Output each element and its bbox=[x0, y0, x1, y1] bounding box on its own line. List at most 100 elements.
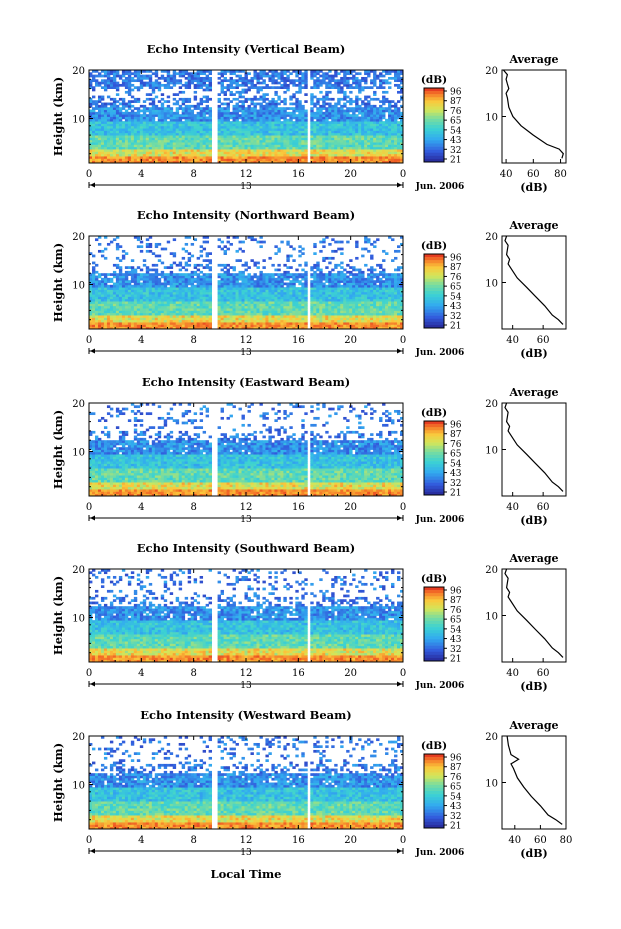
colorbar-tick-label: 32 bbox=[450, 812, 461, 822]
x-tick-label: 4 bbox=[138, 668, 144, 679]
profile-x-tick-label: 80 bbox=[560, 835, 573, 846]
day-label: 13 bbox=[240, 681, 252, 691]
x-tick-label: 0 bbox=[400, 668, 406, 679]
colorbar-frame bbox=[423, 420, 445, 496]
x-tick-label: 4 bbox=[138, 502, 144, 513]
profile-x-tick-label: 40 bbox=[508, 835, 521, 846]
profile-x-tick-label: 40 bbox=[506, 668, 519, 679]
colorbar-tick-label: 76 bbox=[450, 440, 462, 450]
x-tick-label: 0 bbox=[400, 502, 406, 513]
day-bar-arrow bbox=[90, 348, 95, 354]
y-tick-label: 10 bbox=[72, 115, 85, 126]
profile-title: Average bbox=[508, 719, 558, 732]
profile-y-tick-label: 10 bbox=[485, 446, 498, 457]
profile-x-tick-label: 60 bbox=[537, 502, 550, 513]
date-label: Jun. 2006 bbox=[415, 182, 465, 192]
y-tick-label: 20 bbox=[72, 66, 85, 77]
day-bar-arrow bbox=[90, 681, 95, 687]
colorbar-tick-label: 43 bbox=[450, 802, 462, 812]
profile-title: Average bbox=[508, 386, 558, 399]
date-label: Jun. 2006 bbox=[415, 848, 465, 858]
day-label: 13 bbox=[240, 515, 252, 525]
colorbar-tick-label: 87 bbox=[450, 596, 462, 606]
colorbar-tick-label: 76 bbox=[450, 606, 462, 616]
colorbar-tick-label: 43 bbox=[450, 469, 462, 479]
colorbar-frame bbox=[423, 753, 445, 829]
x-tick-label: 4 bbox=[138, 335, 144, 346]
day-label: 13 bbox=[240, 182, 252, 192]
x-tick-label: 8 bbox=[190, 169, 196, 180]
x-tick-label: 0 bbox=[86, 169, 92, 180]
x-tick-label: 0 bbox=[400, 835, 406, 846]
heatmap-cells bbox=[89, 736, 404, 830]
colorbar-unit: (dB) bbox=[421, 240, 447, 252]
colorbar-tick-label: 21 bbox=[450, 489, 461, 499]
colorbar-tick-label: 32 bbox=[450, 312, 461, 322]
day-bar-arrow bbox=[397, 681, 402, 687]
x-tick-label: 0 bbox=[86, 335, 92, 346]
profile-x-label: (dB) bbox=[520, 847, 547, 860]
y-axis-label: Height (km) bbox=[51, 576, 65, 655]
y-tick-label: 20 bbox=[72, 565, 85, 576]
x-axis-label: Local Time bbox=[211, 867, 282, 881]
date-label: Jun. 2006 bbox=[415, 348, 465, 358]
colorbar-tick-label: 76 bbox=[450, 273, 462, 283]
panel-title: Echo Intensity (Northward Beam) bbox=[137, 208, 355, 222]
y-tick-label: 10 bbox=[72, 614, 85, 625]
colorbar bbox=[424, 754, 444, 829]
day-bar-arrow bbox=[397, 348, 402, 354]
x-tick-label: 0 bbox=[86, 502, 92, 513]
colorbar-unit: (dB) bbox=[421, 740, 447, 752]
colorbar-tick-label: 32 bbox=[450, 645, 461, 655]
y-tick-label: 10 bbox=[72, 448, 85, 459]
heatmap-cells bbox=[89, 403, 404, 497]
x-tick-label: 20 bbox=[344, 335, 357, 346]
panel-title: Echo Intensity (Southward Beam) bbox=[137, 541, 355, 555]
profile-y-tick-label: 20 bbox=[485, 732, 498, 743]
profile-y-tick-label: 20 bbox=[485, 232, 498, 243]
day-bar-arrow bbox=[397, 515, 402, 521]
x-tick-label: 16 bbox=[292, 335, 305, 346]
colorbar bbox=[424, 254, 444, 329]
colorbar-tick-label: 96 bbox=[450, 88, 462, 98]
colorbar-tick-label: 65 bbox=[450, 117, 462, 127]
profile-y-tick-label: 20 bbox=[485, 66, 498, 77]
profile-x-tick-label: 40 bbox=[506, 502, 519, 513]
profile-x-tick-label: 60 bbox=[537, 668, 550, 679]
day-bar-arrow bbox=[90, 848, 95, 854]
profile-y-tick-label: 10 bbox=[485, 779, 498, 790]
colorbar-frame bbox=[423, 253, 445, 329]
panel-3: Echo Intensity (Eastward Beam) 20 10 Height… bbox=[51, 375, 567, 527]
profile-frame bbox=[501, 735, 567, 830]
heatmap-cells bbox=[89, 70, 404, 164]
colorbar-frame bbox=[423, 586, 445, 662]
day-bar-arrow bbox=[397, 182, 402, 188]
colorbar-tick-label: 21 bbox=[450, 156, 461, 166]
colorbar bbox=[424, 88, 444, 163]
profile-y-tick-label: 20 bbox=[485, 399, 498, 410]
profile-frame bbox=[501, 235, 567, 330]
colorbar-tick-label: 54 bbox=[450, 625, 462, 635]
colorbar-unit: (dB) bbox=[421, 407, 447, 419]
x-tick-label: 12 bbox=[240, 169, 253, 180]
profile-title: Average bbox=[508, 219, 558, 232]
colorbar-tick-label: 87 bbox=[450, 430, 462, 440]
colorbar-tick-label: 32 bbox=[450, 479, 461, 489]
colorbar-tick-label: 32 bbox=[450, 146, 461, 156]
panel-1: Echo Intensity (Vertical Beam) 20 10 Height… bbox=[51, 42, 567, 194]
colorbar-tick-label: 21 bbox=[450, 655, 461, 665]
profile-line bbox=[504, 402, 564, 492]
x-tick-label: 8 bbox=[190, 335, 196, 346]
profile-x-label: (dB) bbox=[520, 680, 547, 693]
profile-title: Average bbox=[508, 552, 558, 565]
profile-x-tick-label: 40 bbox=[506, 335, 519, 346]
colorbar-tick-label: 96 bbox=[450, 754, 462, 764]
x-tick-label: 12 bbox=[240, 335, 253, 346]
panel-title: Echo Intensity (Vertical Beam) bbox=[147, 42, 346, 56]
x-tick-label: 16 bbox=[292, 169, 305, 180]
profile-x-label: (dB) bbox=[520, 347, 547, 360]
colorbar-tick-label: 96 bbox=[450, 421, 462, 431]
profile-frame bbox=[501, 402, 567, 497]
profile-x-label: (dB) bbox=[520, 514, 547, 527]
